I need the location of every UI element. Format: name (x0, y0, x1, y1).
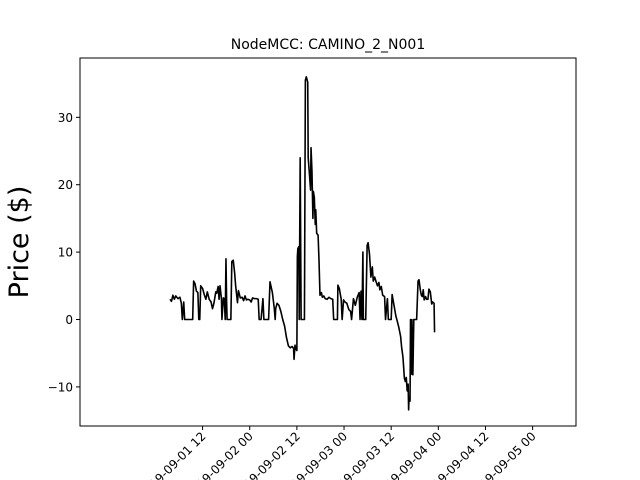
y-axis: −10 0 10 20 30 (48, 111, 80, 394)
y-tick-label: 30 (58, 111, 73, 125)
chart-title: NodeMCC: CAMINO_2_N001 (231, 37, 426, 53)
y-tick-label: 20 (58, 178, 73, 192)
series-layer (169, 76, 436, 411)
y-axis-label: Price ($) (4, 186, 35, 299)
plot-frame (79, 57, 577, 427)
y-tick-label: −10 (48, 380, 73, 394)
y-tick-label: 10 (58, 246, 73, 260)
price-series-line (169, 76, 436, 411)
y-tick-label: 0 (65, 313, 73, 327)
